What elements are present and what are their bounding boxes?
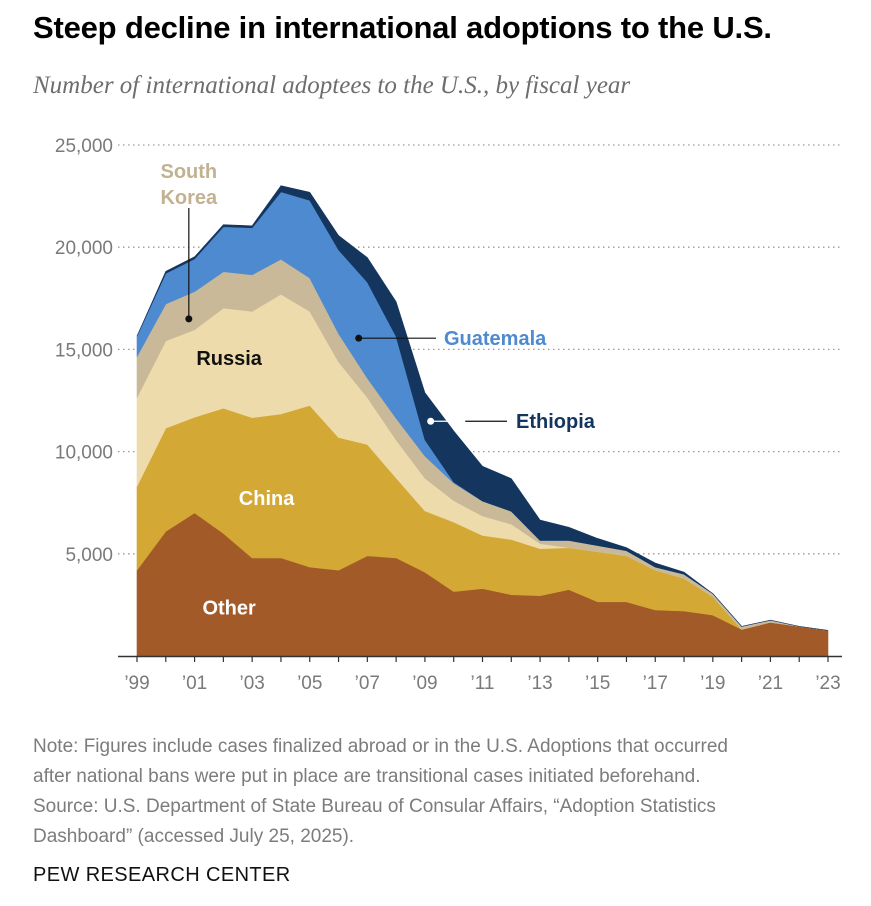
axes: 5,000 10,000 15,000 20,000 25,000 ’99 ’01 ’03 ’0…	[55, 136, 842, 694]
y-tick-label: 20,000	[55, 238, 113, 259]
series-labels: Other China Russia South Korea Guatemala Ethio…	[160, 161, 595, 620]
label-south-korea: South	[160, 161, 217, 183]
x-tick-label: ’07	[355, 673, 380, 694]
x-tick-label: ’03	[239, 673, 264, 694]
publisher-brand: PEW RESEARCH CENTER	[33, 864, 291, 886]
y-tick-label: 10,000	[55, 443, 113, 464]
stacked-area-chart: 5,000 10,000 15,000 20,000 25,000 ’99 ’01 ’03 ’0…	[55, 136, 842, 694]
note-line: after national bans were put in place ar…	[33, 766, 701, 787]
note-line: Note: Figures include cases finalized ab…	[33, 736, 728, 757]
x-tick-label: ’99	[124, 673, 149, 694]
x-tick-label: ’23	[815, 673, 840, 694]
marker-guatemala	[355, 334, 363, 342]
marker-south-korea	[185, 315, 193, 323]
area-series	[136, 185, 829, 657]
x-tick-label: ’21	[758, 673, 783, 694]
chart-title: Steep decline in international adoptions…	[33, 10, 772, 45]
y-tick-label: 5,000	[65, 545, 113, 566]
label-ethiopia: Ethiopia	[516, 411, 596, 433]
y-tick-label: 15,000	[55, 340, 113, 361]
x-tick-label: ’15	[585, 673, 610, 694]
x-tick-label: ’19	[700, 673, 725, 694]
x-tick-label: ’11	[471, 673, 495, 694]
source-line: Source: U.S. Department of State Bureau …	[33, 796, 716, 817]
x-tick-label: ’17	[643, 673, 668, 694]
label-other: Other	[202, 598, 256, 620]
x-tick-label: ’05	[297, 673, 322, 694]
x-tick-label: ’09	[412, 673, 437, 694]
chart-subtitle: Number of international adoptees to the …	[33, 72, 631, 99]
label-guatemala: Guatemala	[444, 328, 547, 350]
x-tick-label: ’01	[182, 673, 207, 694]
label-russia: Russia	[196, 348, 262, 370]
area-ethiopia	[136, 185, 829, 631]
marker-ethiopia	[427, 417, 435, 425]
label-south-korea: Korea	[160, 187, 218, 209]
label-china: China	[239, 488, 295, 510]
chart-note: Note: Figures include cases finalized ab…	[33, 732, 868, 852]
x-tick-label: ’13	[527, 673, 552, 694]
source-line: Dashboard” (accessed July 25, 2025).	[33, 826, 355, 847]
y-tick-label: 25,000	[55, 136, 113, 157]
